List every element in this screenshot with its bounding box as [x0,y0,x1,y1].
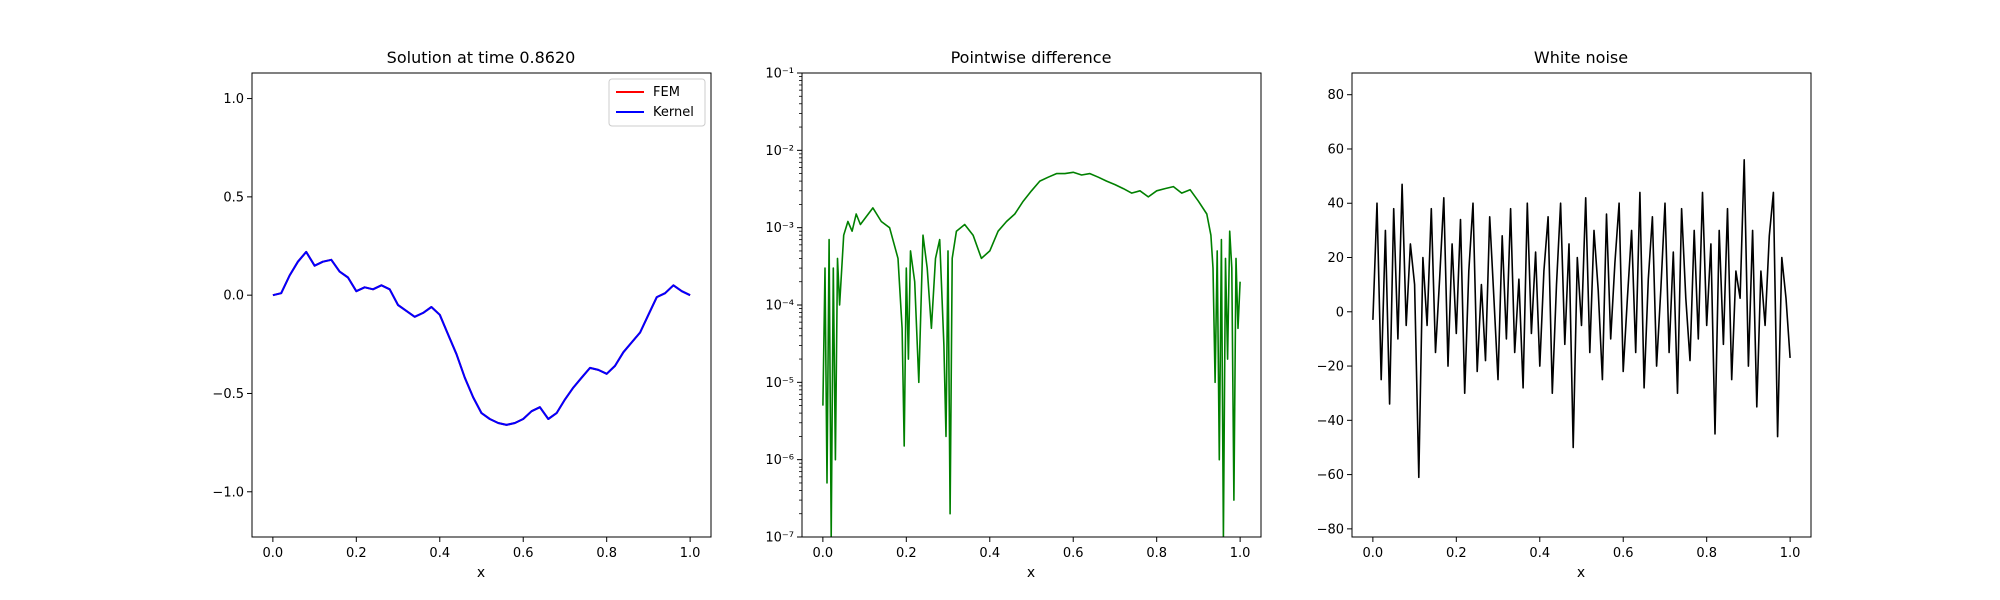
y-tick-label: −0.5 [212,387,244,402]
x-tick-label: 1.0 [1230,546,1251,561]
legend-box [608,78,706,127]
x-tick-label: 0.8 [1146,546,1167,561]
chart-white-noise: White noise 0.0 0.2 0.4 0.6 0.8 1.0 −80 −60 −40 −… [1317,48,1812,581]
y-tick-label: 0.0 [223,289,244,304]
x-tick-label: 0.2 [346,546,367,561]
series-line-0 [1372,159,1791,479]
x-tick-label: 0.0 [263,546,284,561]
x-tick-label: 0.6 [1613,546,1634,561]
y-tick-label: 20 [1327,251,1344,266]
y-tick-label: −40 [1317,414,1344,429]
plot-area: 0.0 0.2 0.4 0.6 0.8 1.0 −80 −60 −40 −20 0 20 40 60 80 [1317,72,1812,561]
x-axis-label: x [1027,565,1035,581]
y-tick-label: 10⁻⁵ [765,376,794,391]
y-tick-label: 10⁻⁷ [765,531,794,546]
series-line-0 [822,171,1241,537]
y-tick-label: 40 [1327,197,1344,212]
x-tick-label: 0.4 [429,546,450,561]
axes-frame [1351,72,1812,538]
y-tick-label: 10⁻⁶ [765,453,794,468]
x-tick-label: 0.6 [1063,546,1084,561]
x-tick-label: 0.0 [813,546,834,561]
y-tick-label: 10⁻⁴ [765,299,794,314]
x-tick-label: 0.6 [513,546,534,561]
y-tick-label: −20 [1317,360,1344,375]
y-tick-label: 80 [1327,88,1344,103]
x-tick-label: 1.0 [680,546,701,561]
chart-solution: Solution at time 0.8620 0.0 0.2 0.4 0.6 0.8 1… [212,48,712,581]
chart-title: Solution at time 0.8620 [387,48,576,67]
chart-title: White noise [1534,48,1628,67]
x-axis-label: x [1577,565,1585,581]
x-tick-label: 0.4 [1529,546,1550,561]
series-line-kernel [272,250,691,426]
y-tick-label: 10⁻³ [765,221,794,236]
y-tick-label: −60 [1317,468,1344,483]
y-tick-label: 0.5 [223,190,244,205]
x-tick-label: 0.2 [896,546,917,561]
x-tick-label: 1.0 [1780,546,1801,561]
chart-title: Pointwise difference [951,48,1112,67]
plot-area: 0.0 0.2 0.4 0.6 0.8 1.0 −1.0 −0.5 0.0 0.5 1.0 [212,72,712,561]
x-tick-label: 0.2 [1446,546,1467,561]
legend-label-kernel: Kernel [653,105,694,120]
plot-area: 0.0 0.2 0.4 0.6 0.8 1.0 10⁻⁷ 10⁻⁶ 10⁻⁵ 10⁻⁴ 10⁻³ 10… [765,67,1262,561]
chart-pointwise-difference: Pointwise difference 0.0 0.2 0.4 0.6 0.8 1.0 1… [765,48,1262,581]
legend: FEM Kernel [608,78,706,127]
legend-label-fem: FEM [653,85,680,100]
x-tick-label: 0.0 [1363,546,1384,561]
y-tick-label: 10⁻² [765,144,794,159]
x-tick-label: 0.8 [1696,546,1717,561]
y-tick-label: 0 [1336,305,1344,320]
y-tick-label: 10⁻¹ [765,67,794,82]
x-axis-label: x [477,565,485,581]
y-tick-label: 60 [1327,142,1344,157]
x-tick-label: 0.4 [979,546,1000,561]
x-tick-label: 0.8 [596,546,617,561]
y-tick-label: −1.0 [212,485,244,500]
y-tick-label: −80 [1317,522,1344,537]
y-tick-label: 1.0 [223,92,244,107]
axes-frame [251,72,712,538]
